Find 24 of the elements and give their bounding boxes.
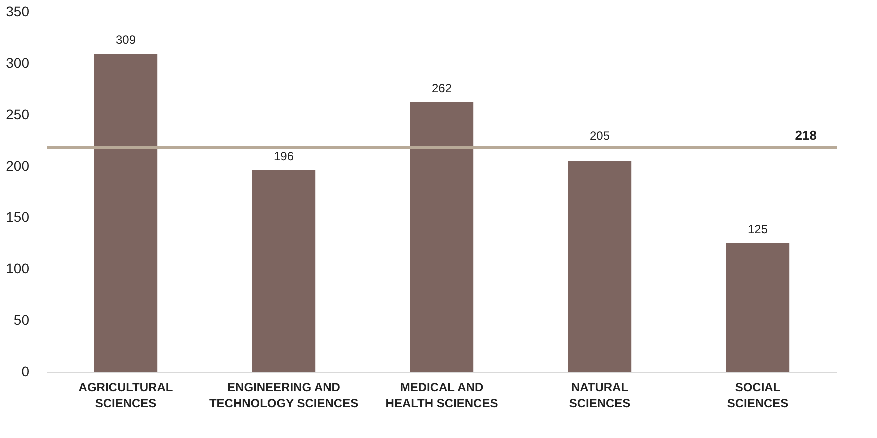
x-tick-label: SOCIAL SCIENCES [727, 380, 789, 410]
x-tick-label: MEDICAL AND HEALTH SCIENCES [386, 380, 498, 410]
x-tick-label: AGRICULTURAL SCIENCES [78, 380, 174, 410]
y-tick-label: 100 [6, 260, 30, 277]
bar [726, 243, 790, 372]
y-tick-label: 300 [6, 54, 30, 71]
data-label: 262 [432, 82, 452, 96]
x-tick-label: NATURAL SCIENCES [569, 380, 631, 410]
bar [568, 161, 632, 372]
data-label: 196 [274, 149, 294, 164]
y-tick-label: 150 [6, 209, 30, 226]
y-tick-label: 250 [6, 106, 30, 122]
data-label: 205 [590, 128, 610, 143]
bar [252, 170, 316, 372]
x-tick-label: ENGINEERING AND TECHNOLOGY SCIENCES [209, 380, 359, 410]
y-tick-label: 200 [6, 158, 30, 174]
ref-line-label: 218 [795, 128, 817, 143]
y-tick-label: 50 [14, 312, 30, 328]
data-label: 309 [116, 33, 136, 48]
y-tick-label: 0 [22, 364, 30, 380]
bar [94, 54, 158, 372]
y-tick-label: 350 [6, 4, 30, 20]
bar [410, 102, 474, 372]
data-label: 125 [748, 222, 768, 236]
